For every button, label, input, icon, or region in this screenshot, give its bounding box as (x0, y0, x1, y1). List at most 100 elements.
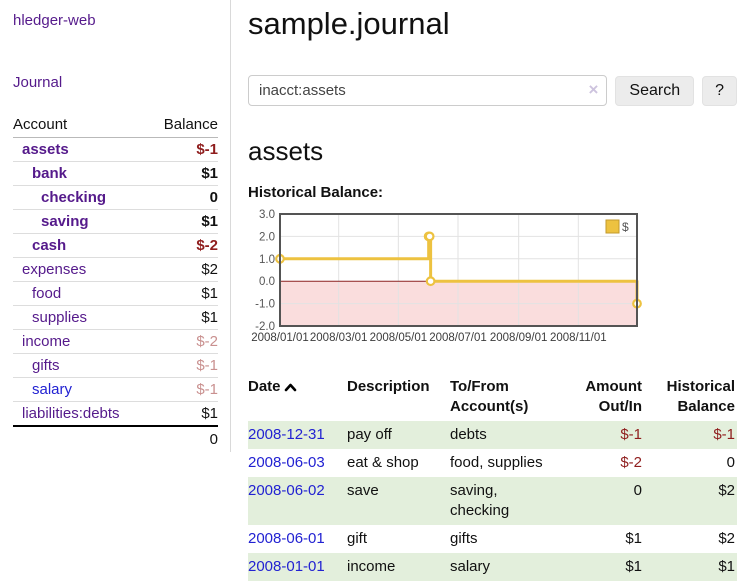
account-row: assets $-1 (13, 137, 218, 162)
balance-column-header: Balance (148, 112, 218, 138)
accounts-column-header: To/From Account(s) (450, 378, 529, 415)
transaction-row: 2008-06-01 gift gifts $1 $2 (248, 525, 737, 553)
sort-ascending-icon (284, 383, 296, 392)
search-input[interactable] (248, 75, 608, 106)
account-balance: $2 (148, 257, 218, 282)
y-tick-label: -2.0 (255, 321, 275, 333)
account-link[interactable]: cash (32, 237, 67, 254)
clear-search-icon[interactable]: × (588, 80, 599, 99)
account-balance: $-2 (148, 233, 218, 258)
date-link[interactable]: 2008-06-03 (248, 454, 325, 471)
account-row: income $-2 (13, 329, 218, 354)
account-link[interactable]: expenses (22, 261, 87, 278)
account-balance: $1 (148, 161, 218, 186)
description-cell: eat & shop (347, 454, 419, 471)
balance-cell: $2 (718, 530, 735, 547)
account-balance: $-1 (148, 137, 218, 162)
amount-cell: $-2 (620, 454, 642, 471)
account-link[interactable]: salary (32, 381, 73, 398)
transaction-row: 2008-06-03 eat & shop food, supplies $-2 0 (248, 449, 737, 477)
y-tick-label: 1.0 (259, 254, 275, 266)
amount-column-header: Amount Out/In (585, 378, 642, 415)
description-cell: gift (347, 530, 368, 547)
account-link[interactable]: saving (41, 213, 89, 230)
account-link[interactable]: food (32, 285, 62, 302)
description-cell: income (347, 553, 450, 581)
account-balance: $1 (148, 209, 218, 234)
x-tick-label: 2008/01/01 (251, 332, 309, 344)
account-link[interactable]: assets (22, 141, 69, 158)
account-row: bank $1 (13, 161, 218, 186)
account-row: saving $1 (13, 209, 218, 234)
transaction-row: 2008-01-01 income salary $1 $1 (248, 553, 737, 581)
balance-cell: $2 (642, 477, 737, 525)
accounts-total-value: 0 (148, 425, 218, 452)
account-column-header: Account (13, 112, 149, 138)
data-point-marker (424, 231, 435, 242)
search-field-wrap: × (248, 75, 608, 106)
accounts-table: Account Balance assets $-1 bank $1 checking 0… (13, 112, 218, 452)
accounts-cell: debts (450, 421, 558, 449)
description-cell: pay off (347, 421, 450, 449)
amount-cell: $1 (625, 530, 642, 547)
page-title: sample.journal (248, 6, 450, 41)
legend-label: $ (622, 220, 629, 234)
account-row: expenses $2 (13, 257, 218, 282)
accounts-total-row: 0 (13, 425, 218, 452)
balance-cell: $-1 (642, 421, 737, 449)
account-balance: $-1 (148, 353, 218, 378)
balance-cell: $1 (642, 553, 737, 581)
plot-border (279, 213, 638, 327)
account-row: checking 0 (13, 185, 218, 210)
x-tick-label: 2008/05/01 (370, 332, 428, 344)
search-row: × Search ? (248, 75, 737, 106)
account-balance: 0 (148, 185, 218, 210)
x-tick-label: 2008/09/01 (490, 332, 548, 344)
account-link[interactable]: gifts (32, 357, 60, 374)
accounts-cell: saving, checking (450, 477, 558, 525)
amount-cell: 0 (558, 477, 642, 525)
accounts-cell: gifts (450, 530, 478, 547)
accounts-cell: salary (450, 553, 558, 581)
app-title-link[interactable]: hledger-web (13, 12, 96, 29)
accounts-cell: food, supplies (450, 454, 543, 471)
legend-swatch (605, 219, 620, 234)
x-tick-label: 2008/07/01 (429, 332, 487, 344)
search-button[interactable]: Search (615, 75, 695, 106)
account-balance: $1 (148, 305, 218, 330)
journal-link[interactable]: Journal (13, 74, 63, 91)
sidebar: hledger-web Journal Account Balance asse… (0, 0, 231, 452)
account-link[interactable]: supplies (32, 309, 88, 326)
x-tick-label: 2008/03/01 (310, 332, 368, 344)
account-balance: $1 (201, 405, 218, 422)
date-link[interactable]: 2008-01-01 (248, 558, 325, 575)
account-link[interactable]: bank (32, 165, 68, 182)
register-table: Date Description To/From Account(s) Amou… (248, 375, 737, 581)
date-link[interactable]: 2008-06-02 (248, 482, 325, 499)
date-link[interactable]: 2008-12-31 (248, 426, 325, 443)
account-row: supplies $1 (13, 305, 218, 330)
date-link[interactable]: 2008-06-01 (248, 530, 325, 547)
description-column-header: Description (347, 378, 430, 395)
y-tick-label: -1.0 (255, 299, 275, 311)
historical-balance-chart: $3.0 2.0 1.0 0.0 -1.0 -2.0 2008/01/01 2008/03/0… (244, 209, 737, 360)
date-column-header[interactable]: Date (248, 375, 347, 421)
account-row: gifts $-1 (13, 353, 218, 378)
data-point-marker (425, 276, 436, 287)
account-balance: $1 (148, 281, 218, 306)
account-link[interactable]: checking (41, 189, 107, 206)
account-row: liabilities:debts $1 (13, 402, 218, 427)
account-row: salary $-1 (13, 377, 218, 402)
y-tick-label: 3.0 (259, 209, 275, 221)
help-button[interactable]: ? (702, 75, 737, 106)
account-row: food $1 (13, 281, 218, 306)
account-link[interactable]: income (22, 333, 71, 350)
transaction-row: 2008-06-02 save saving, checking 0 $2 (248, 477, 737, 525)
account-heading: assets (248, 136, 324, 166)
account-link[interactable]: liabilities:debts (22, 405, 120, 422)
main-content: sample.journal × Search ? assets Histori… (231, 0, 742, 581)
balance-cell: 0 (726, 454, 735, 471)
balance-column-header-main: Historical Balance (666, 378, 735, 415)
